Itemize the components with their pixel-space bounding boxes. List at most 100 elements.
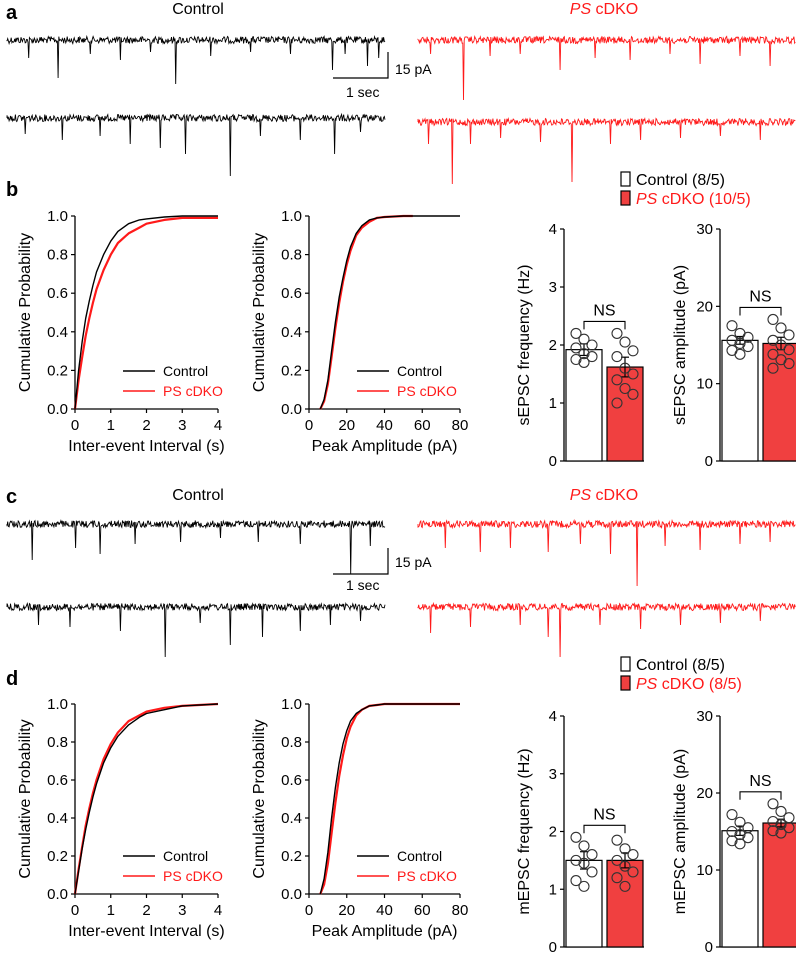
x-tick-label: 2 [142,417,150,434]
bar-control [721,830,759,948]
x-tick-label: 2 [142,902,150,919]
data-point [619,362,631,374]
data-point [783,329,795,341]
data-point [734,816,746,828]
significance-bracket [583,320,626,330]
data-point [619,843,631,855]
legend-swatch-control [620,171,631,187]
y-tick-label: 1.0 [47,696,68,713]
data-point [775,805,787,818]
significance-label: NS [749,773,771,790]
significance-bracket [583,824,626,834]
y-tick-label: 0.8 [281,734,302,751]
legend-label-control: Control [163,363,208,379]
data-point [578,840,590,852]
data-point [726,320,738,332]
y-tick-label: 0.0 [47,886,68,903]
y-tick-label: 0.6 [47,772,68,789]
trace-control-c2 [6,601,386,658]
y-tick-label: 1.0 [281,696,302,713]
y-tick-label: 0.4 [281,324,302,341]
data-point [726,809,738,821]
trace-cdko-a1 [417,35,796,101]
data-point [578,356,590,368]
data-point [767,815,779,828]
y-tick-label: 20 [696,298,713,315]
y-tick-label: 0.2 [281,362,302,379]
significance-label: NS [593,302,615,319]
data-point [578,880,590,892]
trace-label-cdko-c: PS cDKO [570,487,638,504]
x-tick-label: 0 [305,902,313,919]
y-axis-label: sEPSC amplitude (pA) [672,265,689,425]
data-point [570,875,582,887]
y-tick-label: 0.0 [281,401,302,418]
legend-suffix: cDKO (10/5) [657,191,750,208]
data-point [783,344,795,356]
legend-suffix: cDKO (8/5) [657,676,741,693]
trace-label-control-c: Control [172,487,224,504]
panel-letter-d: d [6,668,18,690]
scale-current-a: 15 pA [395,61,432,77]
data-point [619,860,631,872]
x-tick-label: 4 [214,417,222,434]
series-line-cdko [319,214,413,410]
x-axis-label: Inter-event Interval (s) [68,923,225,940]
data-point [578,857,590,869]
x-tick-label: 0 [71,417,79,434]
series-line-cdko [319,702,460,895]
legend-label-cdko: PS cDKO (8/5) [636,676,742,693]
y-tick-label: 20 [696,785,713,802]
y-tick-label: 0.8 [47,734,68,751]
y-tick-label: 4 [549,708,557,725]
x-axis-label: Peak Amplitude (pA) [312,923,458,940]
y-tick-label: 0 [705,453,713,470]
panel-letter-a: a [6,2,18,24]
trace-cdko-a2 [417,117,796,185]
y-tick-label: 10 [696,376,713,393]
chart-b-amp: 0 20 40 60 80 0.0 0.2 0.4 0.6 0.8 1.0 Peak Amplitud… [251,208,468,455]
data-point [586,866,598,878]
trace-cdko-c1 [417,518,796,587]
y-axis-label: Cumulative Probability [251,719,268,878]
y-tick-label: 0 [549,453,557,470]
y-tick-label: 2 [549,337,557,354]
x-tick-label: 60 [414,902,431,919]
y-axis-label: sEPSC frequency (Hz) [516,265,533,426]
trace-label-cdko-a: PS cDKO [570,1,638,18]
legend-swatch-control [620,656,631,672]
data-point [570,353,582,366]
data-point [734,337,746,350]
legend-label-control: Control [397,848,442,864]
data-point [742,331,754,343]
x-tick-label: 3 [178,902,186,919]
data-point [767,825,779,837]
y-axis-label: Cumulative Probability [251,233,268,392]
series-line-cdko [73,216,218,410]
y-tick-label: 0.6 [47,285,68,302]
y-tick-label: 1 [549,881,557,898]
x-tick-label: 40 [376,902,393,919]
data-point [726,825,738,838]
bar-cdko [762,342,796,462]
x-tick-label: 0 [71,902,79,919]
legend-label-control: Control (8/5) [636,657,725,674]
genotype-suffix: cDKO [591,1,638,18]
y-tick-label: 30 [696,708,713,725]
data-point [578,348,590,360]
electrophysiology-traces [6,34,796,658]
chart-d-freq: 0 1 2 3 4 mEPSC frequency (Hz) NS [516,708,644,954]
x-tick-label: 4 [214,902,222,919]
data-point [570,831,582,843]
data-point [767,798,779,810]
data-point [586,339,598,351]
x-tick-label: 80 [452,417,469,434]
data-point [742,832,754,844]
gene-name: PS [570,487,592,504]
data-point [619,880,631,892]
y-tick-label: 30 [696,221,713,238]
data-point [767,313,779,326]
y-tick-label: 1.0 [47,208,68,225]
data-point [734,838,746,850]
